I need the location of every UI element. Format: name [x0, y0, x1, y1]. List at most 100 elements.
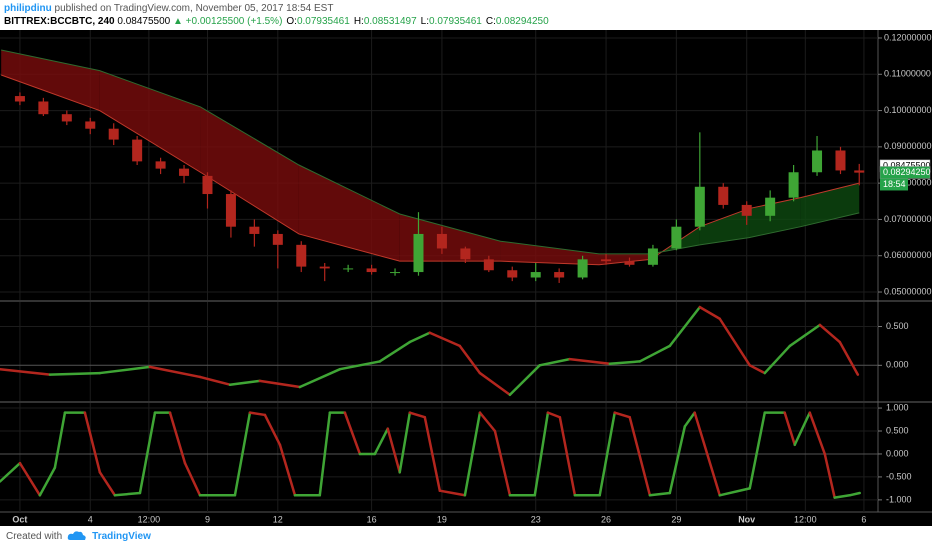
- line-segment: [638, 344, 672, 363]
- y-tick-label: 0.07000000: [884, 214, 932, 224]
- line-segment: [168, 411, 187, 465]
- ohlc-key: O:: [286, 16, 297, 27]
- line-segment: [278, 443, 297, 497]
- line-segment: [538, 357, 571, 367]
- line-segment: [463, 411, 482, 497]
- line-segment: [568, 357, 612, 366]
- price-label: 0.08475500: [883, 160, 931, 170]
- line-segment: [748, 411, 767, 490]
- line-segment: [258, 379, 302, 389]
- line-segment: [833, 494, 851, 499]
- change: ▲ +0.00125500 (+1.5%): [172, 16, 283, 27]
- line-segment: [808, 411, 827, 456]
- ohlc-value: 0.07935461: [429, 16, 482, 27]
- ribbon-fill: [200, 106, 299, 234]
- line-segment: [298, 367, 342, 389]
- candle-body: [718, 186, 729, 205]
- candle-body: [647, 248, 658, 265]
- line-segment: [478, 371, 512, 397]
- line-segment: [338, 360, 382, 371]
- line-segment: [408, 331, 431, 344]
- chart: Oct 4 12:00 9 12 16 19 23 26 29 Nov 12:00 6 0.0500000…: [0, 30, 932, 526]
- line-segment: [788, 323, 822, 348]
- line-segment: [428, 331, 461, 348]
- candle-body: [155, 161, 166, 169]
- line-segment: [98, 471, 117, 497]
- candle-body: [788, 172, 799, 198]
- header: philipdinu published on TradingView.com,…: [4, 2, 549, 28]
- line-segment: [408, 411, 427, 419]
- line-segment: [398, 411, 412, 474]
- x-tick-label: 29: [671, 514, 681, 524]
- candle-body: [249, 226, 260, 234]
- brand[interactable]: TradingView: [92, 530, 151, 542]
- ribbon-line: [1, 49, 860, 255]
- ribbon-fill: [599, 253, 651, 265]
- line-segment: [608, 360, 642, 366]
- y-tick-label: 1.000: [886, 402, 909, 412]
- ohlc-key: L:: [420, 16, 429, 27]
- x-tick-label: 4: [88, 514, 93, 524]
- line-segment: [98, 365, 152, 375]
- candle-body: [202, 175, 213, 195]
- axis-bg: [878, 30, 932, 526]
- line-segment: [668, 425, 687, 495]
- author[interactable]: philipdinu: [4, 3, 52, 14]
- candle-body: [14, 96, 25, 102]
- line-segment: [818, 323, 842, 344]
- line-segment: [83, 411, 102, 474]
- line-segment: [478, 411, 497, 433]
- line-segment: [508, 364, 541, 397]
- y-tick-label: -0.500: [886, 471, 912, 481]
- ribbon-fill: [500, 241, 600, 265]
- x-tick-label: 9: [205, 514, 210, 524]
- ribbon-fill: [1, 49, 100, 111]
- ohlc-value: 0.08294250: [495, 16, 549, 27]
- ohlc-value: 0.08531497: [363, 16, 417, 27]
- ribbon-fill: [298, 165, 400, 262]
- candle-body: [225, 194, 236, 227]
- y-tick-label: -1.000: [886, 494, 912, 504]
- candle-body: [108, 128, 119, 140]
- candle-body: [577, 259, 588, 278]
- candle-body: [272, 233, 283, 245]
- line-segment: [113, 491, 142, 497]
- ribbon-line: [1, 74, 860, 266]
- line-segment: [493, 429, 512, 497]
- candle-body: [835, 150, 846, 171]
- line-segment: [533, 411, 550, 497]
- line-segment: [783, 411, 797, 447]
- line-segment: [48, 371, 102, 376]
- y-tick-label: 0.500: [886, 321, 909, 331]
- line-segment: [598, 411, 616, 497]
- line-segment: [343, 411, 362, 456]
- line-segment: [38, 466, 57, 497]
- time-label-box: [880, 178, 908, 191]
- line-segment: [668, 305, 702, 348]
- line-segment: [228, 379, 262, 386]
- line-segment: [698, 305, 721, 321]
- line-segment: [138, 411, 157, 495]
- y-tick-label: 0.12000000: [884, 32, 932, 42]
- y-tick-label: 0.09000000: [884, 141, 932, 151]
- candle-body: [296, 244, 307, 267]
- line-segment: [18, 461, 42, 497]
- x-tick-label: Nov: [738, 514, 755, 524]
- candle-body: [366, 268, 377, 273]
- line-segment: [233, 411, 252, 497]
- y-tick-label: 0.000: [886, 360, 909, 370]
- line-segment: [628, 415, 652, 497]
- candle-body: [483, 259, 494, 271]
- line-segment: [683, 411, 696, 428]
- y-tick-label: 0.06000000: [884, 250, 932, 260]
- candle-body: [460, 248, 471, 260]
- x-tick-label: 6: [861, 514, 866, 524]
- line-segment: [0, 367, 52, 376]
- line-segment: [793, 411, 812, 447]
- logo: [67, 531, 86, 540]
- candle-body: [85, 121, 96, 129]
- line-segment: [763, 344, 792, 375]
- candle-body: [741, 204, 752, 216]
- time-label: 18:54: [883, 179, 906, 189]
- line-segment: [263, 413, 282, 447]
